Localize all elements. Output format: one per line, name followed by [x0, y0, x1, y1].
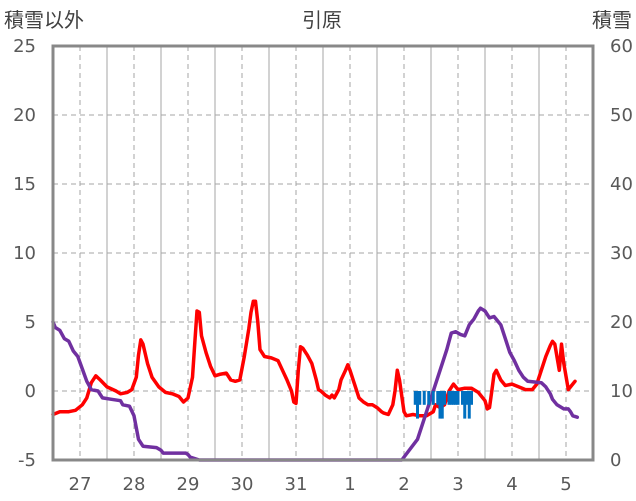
left-axis-label: 積雪以外 [4, 8, 84, 32]
bar-series-2 [438, 391, 442, 419]
right-axis-ticks: 0 10 20 30 40 50 60 [610, 36, 633, 471]
bar-series-2 [449, 391, 453, 405]
series-layer [51, 299, 580, 462]
bar-series-2 [463, 391, 467, 419]
chart-title: 引原 [302, 8, 342, 32]
x-axis-ticks: 27 28 29 30 31 1 2 3 4 5 [69, 474, 572, 495]
right-axis-label: 積雪 [592, 8, 632, 32]
x-tick-label: 2 [398, 474, 409, 495]
x-tick-label: 28 [123, 474, 146, 495]
right-tick-label: 10 [610, 381, 633, 402]
right-tick-label: 0 [610, 450, 621, 471]
line-series-1 [51, 306, 580, 462]
bar-series-2 [443, 391, 446, 405]
x-tick-label: 5 [560, 474, 571, 495]
left-tick-label: 20 [13, 105, 36, 126]
bar-series-2 [427, 391, 431, 405]
x-tick-label: 27 [69, 474, 92, 495]
bar-series-2 [470, 391, 473, 405]
x-tick-label: 31 [285, 474, 308, 495]
bar-series-2 [413, 391, 417, 405]
plot-frame [51, 44, 595, 462]
left-tick-label: 15 [13, 174, 36, 195]
right-tick-label: 40 [610, 174, 633, 195]
right-tick-label: 50 [610, 105, 633, 126]
bar-series-2 [456, 391, 460, 405]
x-tick-label: 4 [506, 474, 517, 495]
x-tick-label: 3 [452, 474, 463, 495]
x-tick-label: 1 [344, 474, 355, 495]
bar-series-2 [452, 391, 455, 405]
bar-series-2 [467, 391, 471, 419]
right-tick-label: 30 [610, 243, 633, 264]
bar-series-2 [447, 391, 451, 405]
bar-series-2 [422, 391, 426, 405]
bar-series-2 [461, 391, 464, 405]
left-axis-ticks: -5 0 5 10 15 20 25 [13, 36, 36, 471]
bar-series-2 [416, 391, 419, 419]
left-tick-label: 10 [13, 243, 36, 264]
bar-series-2 [465, 391, 469, 405]
bar-series-2 [431, 391, 435, 405]
left-tick-label: 5 [25, 312, 36, 333]
x-tick-label: 30 [231, 474, 254, 495]
left-tick-label: 25 [13, 36, 36, 57]
bar-series-2 [418, 391, 422, 405]
bar-series-2 [440, 391, 444, 419]
right-tick-label: 60 [610, 36, 633, 57]
bar-series-2 [454, 391, 458, 405]
bar-series-2 [436, 391, 440, 405]
left-tick-label: -5 [18, 450, 36, 471]
x-tick-label: 29 [177, 474, 200, 495]
line-series-0 [51, 299, 577, 418]
grid [53, 46, 593, 460]
right-tick-label: 20 [610, 312, 633, 333]
left-tick-label: 0 [25, 381, 36, 402]
